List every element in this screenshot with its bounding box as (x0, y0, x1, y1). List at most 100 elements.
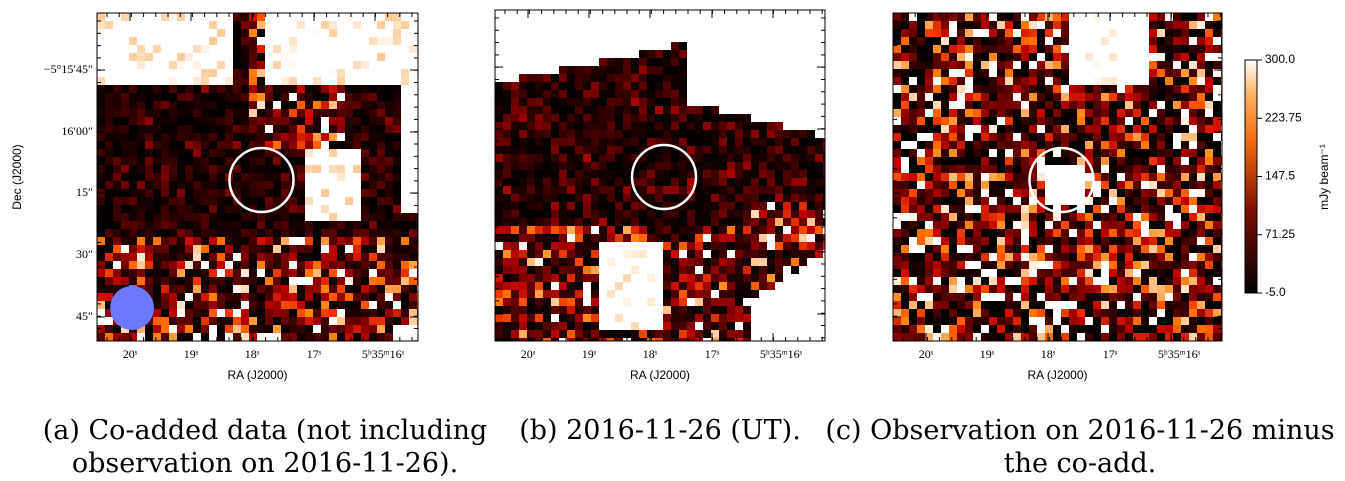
map-pixel (369, 101, 377, 109)
map-pixel (679, 170, 687, 178)
map-pixel (575, 330, 583, 338)
map-pixel (909, 61, 917, 69)
map-pixel (527, 314, 535, 322)
map-pixel (941, 317, 949, 325)
map-pixel (607, 218, 615, 226)
map-pixel (1045, 165, 1053, 173)
map-pixel (973, 37, 981, 45)
map-pixel (265, 221, 273, 229)
map-pixel (297, 21, 305, 29)
map-pixel (1085, 45, 1093, 53)
map-pixel (575, 114, 583, 122)
map-pixel (671, 322, 679, 330)
map-pixel (679, 226, 687, 234)
map-pixel (495, 194, 503, 202)
map-pixel (751, 18, 759, 26)
map-pixel (169, 117, 177, 125)
map-pixel (965, 269, 973, 277)
map-pixel (1045, 269, 1053, 277)
map-pixel (1133, 109, 1141, 117)
map-pixel (313, 69, 321, 77)
map-pixel (305, 69, 313, 77)
map-pixel (1101, 205, 1109, 213)
map-pixel (1061, 61, 1069, 69)
map-pixel (137, 189, 145, 197)
map-pixel (169, 245, 177, 253)
map-pixel (511, 298, 519, 306)
map-pixel (217, 133, 225, 141)
map-pixel (1181, 221, 1189, 229)
map-pixel (265, 21, 273, 29)
map-pixel (1013, 117, 1021, 125)
map-pixel (989, 165, 997, 173)
map-pixel (775, 82, 783, 90)
map-pixel (1005, 77, 1013, 85)
map-pixel (1101, 269, 1109, 277)
map-pixel (527, 194, 535, 202)
map-pixel (727, 250, 735, 258)
map-pixel (727, 74, 735, 82)
map-pixel (193, 141, 201, 149)
map-pixel (599, 258, 607, 266)
map-pixel (249, 277, 257, 285)
map-pixel (217, 165, 225, 173)
map-pixel (671, 162, 679, 170)
map-pixel (583, 298, 591, 306)
map-pixel (623, 50, 631, 58)
map-pixel (989, 101, 997, 109)
map-pixel (775, 10, 783, 18)
map-pixel (949, 205, 957, 213)
map-pixel (599, 202, 607, 210)
map-pixel (775, 90, 783, 98)
map-pixel (743, 138, 751, 146)
map-pixel (105, 333, 113, 341)
map-pixel (575, 322, 583, 330)
map-pixel (1117, 309, 1125, 317)
map-pixel (957, 29, 965, 37)
map-pixel (551, 250, 559, 258)
map-pixel (1109, 205, 1117, 213)
map-pixel (273, 117, 281, 125)
map-pixel (997, 269, 1005, 277)
map-pixel (719, 10, 727, 18)
map-pixel (1133, 93, 1141, 101)
map-pixel (169, 309, 177, 317)
map-pixel (583, 274, 591, 282)
map-pixel (1109, 261, 1117, 269)
map-pixel (623, 34, 631, 42)
map-pixel (519, 218, 527, 226)
map-pixel (631, 330, 639, 338)
map-pixel (1053, 45, 1061, 53)
map-pixel (583, 178, 591, 186)
map-pixel (799, 34, 807, 42)
map-pixel (393, 101, 401, 109)
map-pixel (409, 333, 417, 341)
map-pixel (249, 301, 257, 309)
map-pixel (925, 181, 933, 189)
map-pixel (337, 141, 345, 149)
map-pixel (193, 173, 201, 181)
map-pixel (559, 154, 567, 162)
map-pixel (209, 317, 217, 325)
map-pixel (559, 178, 567, 186)
map-pixel (535, 226, 543, 234)
map-pixel (559, 298, 567, 306)
map-pixel (161, 21, 169, 29)
map-pixel (511, 114, 519, 122)
map-pixel (121, 117, 129, 125)
map-pixel (329, 93, 337, 101)
map-pixel (313, 93, 321, 101)
map-pixel (759, 290, 767, 298)
map-pixel (1189, 237, 1197, 245)
map-pixel (989, 173, 997, 181)
map-pixel (527, 234, 535, 242)
map-pixel (97, 261, 105, 269)
map-pixel (647, 98, 655, 106)
map-pixel (591, 234, 599, 242)
map-pixel (743, 98, 751, 106)
map-pixel (1045, 157, 1053, 165)
map-pixel (759, 250, 767, 258)
map-pixel (503, 234, 511, 242)
map-pixel (1013, 61, 1021, 69)
map-pixel (385, 245, 393, 253)
